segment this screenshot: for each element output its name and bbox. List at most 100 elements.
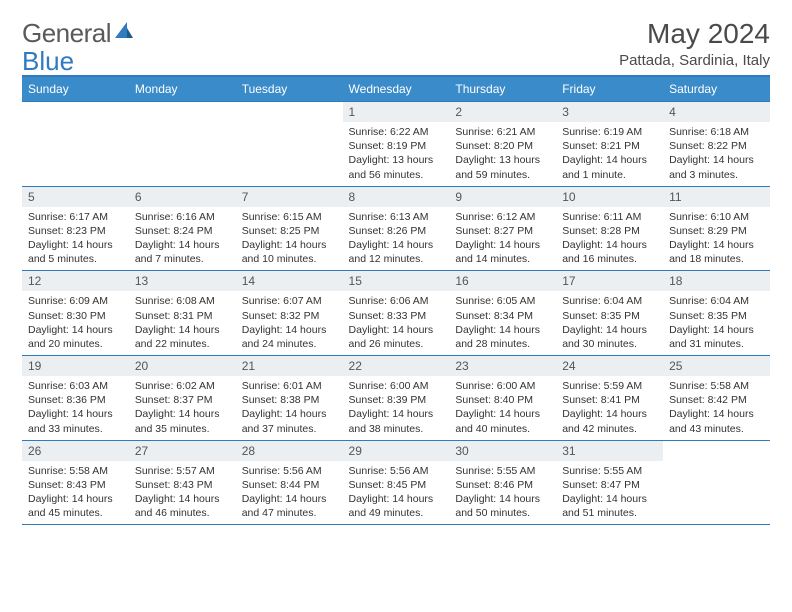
daylight-text: Daylight: 13 hours and 59 minutes. xyxy=(455,153,550,181)
daylight-text: Daylight: 14 hours and 45 minutes. xyxy=(28,492,123,520)
daylight-text: Daylight: 14 hours and 20 minutes. xyxy=(28,323,123,351)
daylight-text: Daylight: 14 hours and 26 minutes. xyxy=(349,323,444,351)
sunset-text: Sunset: 8:38 PM xyxy=(242,393,337,407)
day-cell: 23Sunrise: 6:00 AMSunset: 8:40 PMDayligh… xyxy=(449,356,556,441)
sunrise-text: Sunrise: 6:02 AM xyxy=(135,379,230,393)
daylight-text: Daylight: 14 hours and 18 minutes. xyxy=(669,238,764,266)
day-number: 18 xyxy=(663,271,770,291)
daylight-text: Daylight: 14 hours and 51 minutes. xyxy=(562,492,657,520)
day-header: Wednesday xyxy=(343,76,450,102)
day-details: Sunrise: 5:58 AMSunset: 8:42 PMDaylight:… xyxy=(663,376,770,440)
sunset-text: Sunset: 8:20 PM xyxy=(455,139,550,153)
day-cell: 20Sunrise: 6:02 AMSunset: 8:37 PMDayligh… xyxy=(129,356,236,441)
sunrise-text: Sunrise: 6:16 AM xyxy=(135,210,230,224)
day-details: Sunrise: 6:10 AMSunset: 8:29 PMDaylight:… xyxy=(663,207,770,271)
day-details: Sunrise: 6:04 AMSunset: 8:35 PMDaylight:… xyxy=(663,291,770,355)
day-number: 31 xyxy=(556,441,663,461)
sunset-text: Sunset: 8:39 PM xyxy=(349,393,444,407)
day-details: Sunrise: 6:09 AMSunset: 8:30 PMDaylight:… xyxy=(22,291,129,355)
sunset-text: Sunset: 8:44 PM xyxy=(242,478,337,492)
day-cell: 3Sunrise: 6:19 AMSunset: 8:21 PMDaylight… xyxy=(556,102,663,187)
sunrise-text: Sunrise: 6:07 AM xyxy=(242,294,337,308)
day-number: 20 xyxy=(129,356,236,376)
day-cell: 30Sunrise: 5:55 AMSunset: 8:46 PMDayligh… xyxy=(449,440,556,525)
day-cell: 5Sunrise: 6:17 AMSunset: 8:23 PMDaylight… xyxy=(22,186,129,271)
week-row: 1Sunrise: 6:22 AMSunset: 8:19 PMDaylight… xyxy=(22,102,770,187)
day-details: Sunrise: 6:00 AMSunset: 8:40 PMDaylight:… xyxy=(449,376,556,440)
day-cell: 24Sunrise: 5:59 AMSunset: 8:41 PMDayligh… xyxy=(556,356,663,441)
sunset-text: Sunset: 8:28 PM xyxy=(562,224,657,238)
day-header-row: Sunday Monday Tuesday Wednesday Thursday… xyxy=(22,76,770,102)
daylight-text: Daylight: 14 hours and 31 minutes. xyxy=(669,323,764,351)
day-cell: 8Sunrise: 6:13 AMSunset: 8:26 PMDaylight… xyxy=(343,186,450,271)
week-row: 5Sunrise: 6:17 AMSunset: 8:23 PMDaylight… xyxy=(22,186,770,271)
day-cell xyxy=(663,440,770,525)
day-cell: 31Sunrise: 5:55 AMSunset: 8:47 PMDayligh… xyxy=(556,440,663,525)
sunset-text: Sunset: 8:30 PM xyxy=(28,309,123,323)
day-details: Sunrise: 5:59 AMSunset: 8:41 PMDaylight:… xyxy=(556,376,663,440)
day-number: 27 xyxy=(129,441,236,461)
day-number: 7 xyxy=(236,187,343,207)
sunset-text: Sunset: 8:35 PM xyxy=(669,309,764,323)
daylight-text: Daylight: 14 hours and 47 minutes. xyxy=(242,492,337,520)
sunset-text: Sunset: 8:25 PM xyxy=(242,224,337,238)
title-block: May 2024 Pattada, Sardinia, Italy xyxy=(619,18,770,69)
sunrise-text: Sunrise: 6:17 AM xyxy=(28,210,123,224)
day-header: Saturday xyxy=(663,76,770,102)
sunset-text: Sunset: 8:23 PM xyxy=(28,224,123,238)
day-number: 16 xyxy=(449,271,556,291)
day-details: Sunrise: 6:13 AMSunset: 8:26 PMDaylight:… xyxy=(343,207,450,271)
daylight-text: Daylight: 14 hours and 28 minutes. xyxy=(455,323,550,351)
day-details: Sunrise: 6:01 AMSunset: 8:38 PMDaylight:… xyxy=(236,376,343,440)
week-row: 19Sunrise: 6:03 AMSunset: 8:36 PMDayligh… xyxy=(22,356,770,441)
day-number: 13 xyxy=(129,271,236,291)
sunset-text: Sunset: 8:27 PM xyxy=(455,224,550,238)
sunrise-text: Sunrise: 6:00 AM xyxy=(455,379,550,393)
day-details: Sunrise: 6:02 AMSunset: 8:37 PMDaylight:… xyxy=(129,376,236,440)
day-cell: 2Sunrise: 6:21 AMSunset: 8:20 PMDaylight… xyxy=(449,102,556,187)
day-number: 8 xyxy=(343,187,450,207)
sunrise-text: Sunrise: 5:56 AM xyxy=(242,464,337,478)
daylight-text: Daylight: 14 hours and 49 minutes. xyxy=(349,492,444,520)
day-cell: 25Sunrise: 5:58 AMSunset: 8:42 PMDayligh… xyxy=(663,356,770,441)
sunset-text: Sunset: 8:42 PM xyxy=(669,393,764,407)
day-details: Sunrise: 5:56 AMSunset: 8:44 PMDaylight:… xyxy=(236,461,343,525)
day-cell: 12Sunrise: 6:09 AMSunset: 8:30 PMDayligh… xyxy=(22,271,129,356)
sunset-text: Sunset: 8:41 PM xyxy=(562,393,657,407)
daylight-text: Daylight: 14 hours and 3 minutes. xyxy=(669,153,764,181)
day-header: Thursday xyxy=(449,76,556,102)
day-details: Sunrise: 6:08 AMSunset: 8:31 PMDaylight:… xyxy=(129,291,236,355)
day-number: 1 xyxy=(343,102,450,122)
sunrise-text: Sunrise: 6:08 AM xyxy=(135,294,230,308)
sunset-text: Sunset: 8:29 PM xyxy=(669,224,764,238)
day-header: Friday xyxy=(556,76,663,102)
brand-part2: Blue xyxy=(22,46,74,77)
day-details: Sunrise: 6:17 AMSunset: 8:23 PMDaylight:… xyxy=(22,207,129,271)
sunset-text: Sunset: 8:43 PM xyxy=(135,478,230,492)
day-details: Sunrise: 6:19 AMSunset: 8:21 PMDaylight:… xyxy=(556,122,663,186)
daylight-text: Daylight: 14 hours and 10 minutes. xyxy=(242,238,337,266)
day-cell: 22Sunrise: 6:00 AMSunset: 8:39 PMDayligh… xyxy=(343,356,450,441)
day-details: Sunrise: 6:21 AMSunset: 8:20 PMDaylight:… xyxy=(449,122,556,186)
sunrise-text: Sunrise: 5:59 AM xyxy=(562,379,657,393)
sunrise-text: Sunrise: 5:58 AM xyxy=(669,379,764,393)
daylight-text: Daylight: 14 hours and 43 minutes. xyxy=(669,407,764,435)
sunrise-text: Sunrise: 5:56 AM xyxy=(349,464,444,478)
day-details: Sunrise: 6:00 AMSunset: 8:39 PMDaylight:… xyxy=(343,376,450,440)
sail-icon xyxy=(113,18,135,49)
day-details: Sunrise: 6:05 AMSunset: 8:34 PMDaylight:… xyxy=(449,291,556,355)
sunrise-text: Sunrise: 6:10 AM xyxy=(669,210,764,224)
daylight-text: Daylight: 14 hours and 22 minutes. xyxy=(135,323,230,351)
sunset-text: Sunset: 8:22 PM xyxy=(669,139,764,153)
day-number: 26 xyxy=(22,441,129,461)
day-header: Monday xyxy=(129,76,236,102)
day-details: Sunrise: 6:06 AMSunset: 8:33 PMDaylight:… xyxy=(343,291,450,355)
day-number: 14 xyxy=(236,271,343,291)
day-number: 17 xyxy=(556,271,663,291)
daylight-text: Daylight: 14 hours and 42 minutes. xyxy=(562,407,657,435)
day-cell: 11Sunrise: 6:10 AMSunset: 8:29 PMDayligh… xyxy=(663,186,770,271)
day-cell: 17Sunrise: 6:04 AMSunset: 8:35 PMDayligh… xyxy=(556,271,663,356)
sunrise-text: Sunrise: 6:19 AM xyxy=(562,125,657,139)
daylight-text: Daylight: 14 hours and 37 minutes. xyxy=(242,407,337,435)
week-row: 26Sunrise: 5:58 AMSunset: 8:43 PMDayligh… xyxy=(22,440,770,525)
